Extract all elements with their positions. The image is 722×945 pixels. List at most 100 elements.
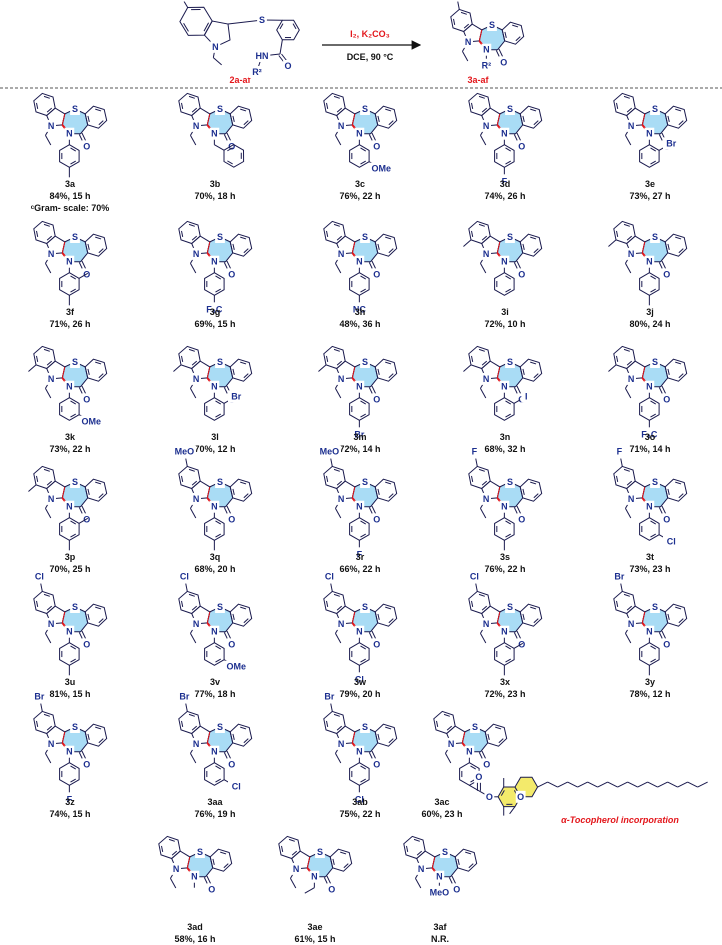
label-bg [70,601,80,613]
atom-label: HN [256,51,269,61]
label-bg [662,535,680,548]
compound-result: 79%, 20 h [339,689,380,699]
bond [185,703,188,712]
bond [215,400,222,405]
label-bg [172,0,189,2]
label-bg [481,758,492,771]
bond [627,781,638,788]
bond [36,475,39,482]
bond [98,373,104,379]
bond [463,239,472,247]
label-bg [499,127,510,140]
bond [191,725,198,731]
bond [480,388,487,399]
label-bg [215,476,225,488]
bond [537,781,548,788]
atom-label: N [356,257,363,267]
ring [323,92,346,117]
compound-id: 3i [501,307,509,317]
atom-label: S [489,20,495,30]
ring [33,220,56,245]
atom-label: N [356,502,363,512]
label-bg [171,862,181,875]
label-bg [176,570,193,583]
label-bg [321,690,338,703]
compound-id: 3e [645,179,655,189]
bond [667,781,678,788]
label-bg [661,638,672,651]
atom-label: N [211,627,218,637]
bond [616,102,619,109]
bond [623,348,630,352]
bond [607,781,618,788]
atom-label: N [628,619,635,629]
bond [351,366,356,379]
bond [478,95,485,99]
compound-note: ᶜGram- scale: 70% [31,203,109,213]
ring [84,233,108,257]
atom-label: S [217,602,223,612]
ring [374,233,398,257]
compound-id: 3c [355,179,365,189]
bond [616,230,619,237]
atom-label: S [72,722,78,732]
bond [522,115,525,122]
atom-label: N [356,382,363,392]
label-bg [283,60,293,72]
label-bg [354,500,365,513]
label-bg [46,119,56,132]
label-bg [64,745,75,758]
ring [613,345,636,370]
bond [530,361,537,365]
atom-label: S [362,602,368,612]
bond [471,600,474,607]
ring [209,848,233,872]
label-bg [487,19,497,31]
ring [204,642,225,666]
bond [509,806,516,815]
atom-label: F [617,447,623,457]
bond [185,458,188,467]
ring [59,517,80,541]
bond [43,593,50,597]
label-bg [637,428,662,441]
bond [170,878,177,889]
bond [377,115,380,122]
ring [494,272,515,296]
bond [46,605,53,611]
label-bg [351,793,368,806]
atom-label: S [507,232,513,242]
ring [349,144,370,168]
bond [625,633,632,644]
bond [360,658,367,663]
bond [416,850,423,856]
atom-label: N [48,121,55,131]
bond [530,606,537,610]
atom-label: O [328,884,335,894]
bond [667,243,670,250]
ring [178,92,201,117]
atom-label: N [66,257,73,267]
bond [513,642,524,649]
bond [360,520,367,525]
bond [223,863,229,869]
bond [206,241,211,254]
bond [667,368,670,375]
label-bg [481,492,491,505]
bond [641,366,646,379]
bond [625,263,632,274]
bond [608,239,617,247]
bond [360,765,367,770]
atom-label: S [217,232,223,242]
ring [433,710,456,735]
ring [494,517,515,541]
bond [620,583,623,592]
atom-label: S [652,357,658,367]
label-bg [209,380,220,393]
atom-label: O [83,141,90,151]
label-bg [469,445,480,458]
bond [188,593,195,597]
bond [626,605,633,611]
label-bg [354,745,365,758]
label-bg [64,500,75,513]
